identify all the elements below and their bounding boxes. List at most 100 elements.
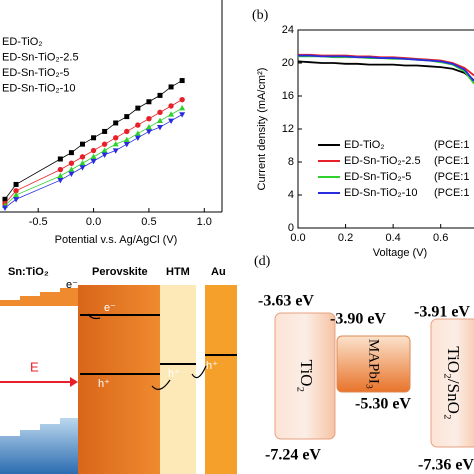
- x-tick-label: 0.4: [385, 232, 400, 244]
- legend-note: (PCE:1: [434, 139, 469, 151]
- marker: [157, 92, 163, 98]
- marker: [57, 172, 64, 179]
- marker: [179, 96, 185, 103]
- field-arrow-head: [70, 377, 78, 387]
- marker: [145, 129, 152, 135]
- x-tick-label: 0.6: [433, 232, 448, 244]
- marker: [168, 84, 174, 90]
- marker: [57, 166, 64, 173]
- marker: [134, 130, 141, 136]
- panel-d: (d) TiO₂ MAPbI₃ TiO₂/SnO₂ -3.63 eV -7.24…: [254, 254, 474, 474]
- layer-label: Sn:TiO₂: [8, 266, 49, 278]
- tio2-sno2-box: [430, 318, 474, 448]
- marker: [79, 165, 86, 171]
- marker: [124, 114, 130, 120]
- marker: [179, 112, 186, 118]
- electron-label: e⁻: [104, 302, 116, 314]
- hole-transfer-arrow: [191, 365, 207, 379]
- marker: [135, 122, 141, 128]
- y-tick-label: 24: [282, 24, 294, 36]
- y-tick-label: 0: [288, 222, 294, 234]
- cb-level: -3.90 eV: [330, 311, 386, 328]
- marker: [124, 128, 130, 135]
- marker: [112, 148, 119, 154]
- hole-label: h⁺: [206, 360, 218, 372]
- tio2-box: [274, 312, 336, 440]
- x-tick-label: 1.0: [197, 216, 212, 228]
- marker: [168, 111, 175, 117]
- marker: [123, 141, 130, 148]
- marker: [113, 135, 119, 141]
- y-tick-label: 20: [282, 57, 294, 69]
- marker: [179, 104, 186, 111]
- y-tick-label: 4: [288, 189, 294, 201]
- legend-label: ED-Sn-TiO₂-2.5: [344, 155, 421, 167]
- panel-c: Sn:TiO₂ Perovskite HTM Au e⁻ e⁻ h⁺ h⁺ h⁺…: [0, 266, 237, 474]
- vb-level: -5.30 eV: [355, 396, 411, 413]
- y-tick-label: 8: [288, 156, 294, 168]
- marker: [90, 158, 97, 165]
- marker: [13, 191, 20, 198]
- marker: [68, 150, 74, 156]
- legend-label: ED-Sn-TiO₂-5: [344, 171, 411, 183]
- cb-level: -3.91 eV: [414, 304, 470, 321]
- marker: [113, 120, 119, 126]
- marker: [134, 135, 141, 141]
- marker: [156, 117, 163, 124]
- electron-label: e⁻: [66, 279, 78, 291]
- marker: [91, 135, 97, 141]
- marker: [68, 166, 75, 172]
- cb-level: -3.63 eV: [258, 293, 314, 310]
- marker: [168, 103, 174, 109]
- panel-label: (d): [254, 254, 271, 269]
- legend-label: ED-Sn-TiO₂-5: [2, 67, 69, 79]
- marker: [101, 141, 108, 147]
- legend-label: ED-Sn-TiO₂-2.5: [2, 51, 79, 63]
- hole-label: h⁺: [168, 368, 180, 380]
- x-tick-label: 0.0: [86, 216, 101, 228]
- material-label: TiO₂: [297, 360, 316, 393]
- legend-note: (PCE:1: [434, 171, 469, 183]
- series-line: [297, 60, 474, 82]
- marker: [156, 125, 163, 131]
- legend-label: ED-TiO₂: [344, 139, 385, 151]
- perovskite-layer: [78, 285, 160, 474]
- tio2-valence-band: [0, 418, 78, 474]
- marker: [90, 153, 97, 160]
- x-tick-label: 0.5: [141, 216, 156, 228]
- marker: [146, 99, 152, 105]
- marker: [79, 160, 86, 166]
- marker: [79, 154, 86, 160]
- x-axis-title: Potential v.s. Ag/AgCl (V): [55, 234, 178, 246]
- marker: [2, 196, 8, 202]
- marker: [101, 152, 108, 158]
- y-tick-label: 12: [282, 123, 294, 135]
- marker: [145, 124, 152, 130]
- legend-note: (PCE:1: [434, 187, 469, 199]
- panel-label: (b): [252, 8, 269, 23]
- marker: [90, 147, 97, 154]
- legend-label: ED-Sn-TiO₂-10: [2, 82, 76, 94]
- hole-label: h⁺: [98, 378, 110, 390]
- marker: [135, 105, 141, 111]
- marker: [57, 178, 64, 184]
- marker: [1, 205, 8, 211]
- vb-level: -7.24 eV: [265, 447, 321, 464]
- series-line: [298, 54, 474, 82]
- y-tick-label: 16: [282, 90, 294, 102]
- marker: [68, 171, 75, 178]
- marker: [112, 140, 119, 147]
- marker: [13, 181, 19, 187]
- panel-b: 0 4 8 12 16 20 24 0.0 0.2 0.4 0.6 Voltage (V) Curren…: [252, 8, 474, 259]
- marker: [123, 136, 130, 143]
- x-axis-title: Voltage (V): [373, 247, 427, 259]
- hole-transfer-arrow: [151, 379, 171, 390]
- series-line: [298, 55, 474, 85]
- layer-label: Perovskite: [92, 266, 148, 278]
- htm-layer: [160, 285, 196, 474]
- marker: [57, 156, 63, 162]
- marker: [146, 116, 152, 122]
- x-tick-label: -0.5: [29, 216, 48, 228]
- marker: [13, 197, 20, 203]
